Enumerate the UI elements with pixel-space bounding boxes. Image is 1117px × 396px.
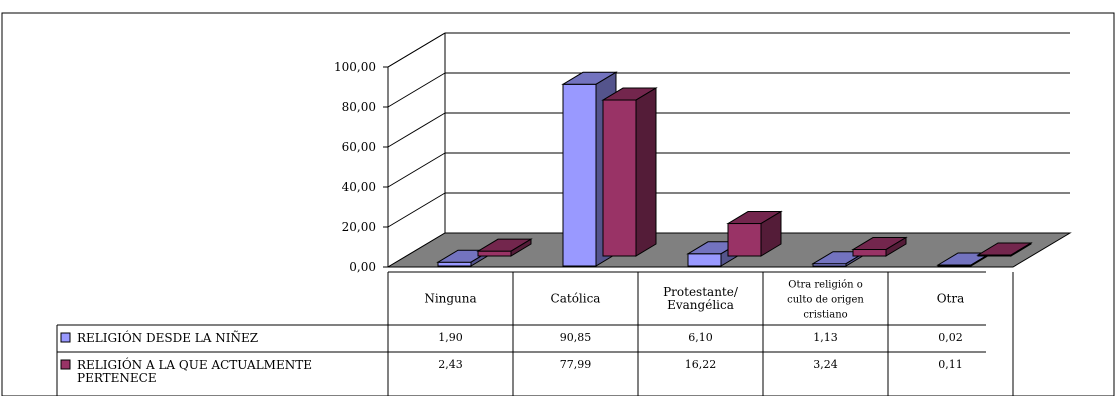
bar-front	[687, 253, 722, 267]
data-table: Ninguna Católica Protestante/Evangélica Otr…	[56, 271, 1014, 396]
data-value-label: 3,24	[813, 358, 838, 371]
legend-series-label: RELIGIÓN DESDE LA NIÑEZ	[77, 329, 258, 345]
bar-front	[852, 249, 887, 257]
bar-front	[602, 99, 637, 257]
y-axis: 0,00 20,00 40,00 60,00 80,00 100,00	[334, 60, 388, 274]
data-value-label: 2,43	[438, 358, 463, 371]
category-label: Evangélica	[667, 298, 734, 312]
chart-background	[1, 12, 1115, 396]
y-tick-label: 60,00	[342, 140, 376, 154]
category-label: cristiano	[803, 310, 847, 321]
category-label: Otra religión o	[788, 280, 863, 291]
bar-side	[510, 238, 532, 257]
legend-series-label: RELIGIÓN A LA QUE ACTUALMENTE	[77, 356, 312, 372]
bar-side	[635, 87, 657, 257]
category-label: Otra	[937, 292, 965, 306]
bar-front	[562, 83, 597, 267]
y-tick-label: 40,00	[342, 180, 376, 194]
category-label: culto de origen	[787, 295, 864, 306]
bar-side	[760, 210, 782, 257]
data-value-label: 6,10	[688, 331, 713, 344]
gridline-side	[387, 32, 446, 68]
data-value-label: 90,85	[560, 331, 592, 344]
chart-bars	[436, 71, 1033, 267]
y-tick-label: 0,00	[349, 260, 376, 274]
data-value-label: 0,02	[938, 331, 963, 344]
data-value-label: 1,90	[438, 331, 463, 344]
chart-area-border	[1, 12, 1115, 396]
y-tick-label: 80,00	[342, 100, 376, 114]
bar-side	[885, 236, 907, 257]
gridline-side	[387, 112, 446, 148]
data-value-label: 1,13	[813, 331, 838, 344]
chart-gridlines	[387, 32, 1070, 268]
category-label: Católica	[551, 292, 601, 306]
bar-side	[1010, 242, 1032, 257]
bar-front	[477, 250, 512, 257]
data-value-label: 77,99	[560, 358, 592, 371]
legend-swatch	[60, 359, 71, 370]
legend-swatch	[60, 332, 71, 343]
data-value-label: 16,22	[685, 358, 717, 371]
gridline-side	[387, 152, 446, 188]
y-tick-label: 20,00	[342, 220, 376, 234]
bar-front	[727, 223, 762, 257]
category-label: Ninguna	[424, 292, 476, 306]
data-value-label: 0,11	[938, 358, 963, 371]
category-label: Protestante/	[663, 285, 739, 299]
y-tick-label: 100,00	[334, 60, 376, 74]
gridline-side	[387, 192, 446, 228]
gridline-side	[387, 72, 446, 108]
legend-series-label: PERTENECE	[77, 371, 157, 385]
bar-front	[437, 261, 472, 267]
